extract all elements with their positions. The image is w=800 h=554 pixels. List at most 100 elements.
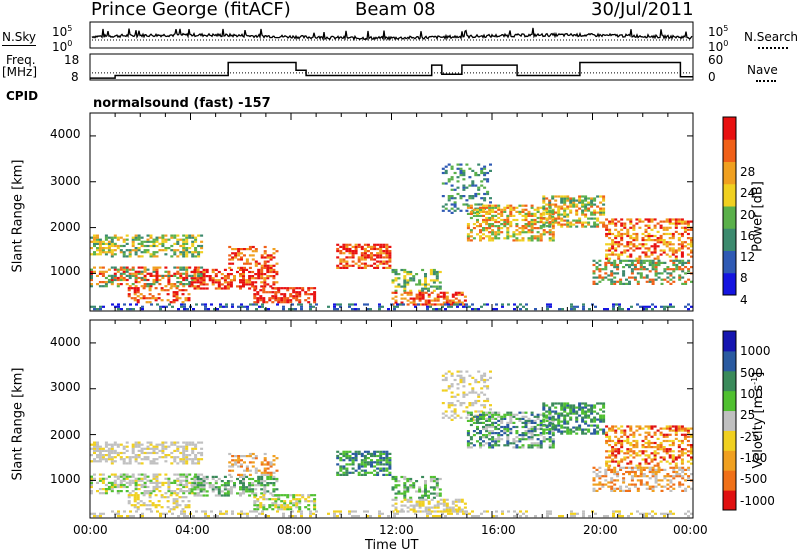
velocity-cell — [248, 469, 252, 472]
velocity-cell — [360, 454, 364, 458]
power-cell — [101, 281, 105, 284]
power-cell — [133, 299, 137, 302]
power-cell — [263, 273, 267, 276]
velocity-cell — [163, 496, 167, 499]
velocity-cell — [379, 467, 383, 470]
power-cell — [592, 282, 596, 285]
power-cell — [173, 272, 177, 275]
power-cell — [182, 278, 186, 282]
velocity-cell — [663, 477, 667, 480]
power-cell — [403, 291, 407, 294]
power-cell — [151, 297, 155, 300]
velocity-cell — [533, 442, 537, 445]
velocity-cell — [165, 512, 168, 515]
velocity-cell — [545, 428, 549, 431]
velocity-cell — [593, 432, 597, 435]
power-cell — [167, 272, 171, 275]
power-cell — [194, 236, 198, 239]
power-ytick-1000: 1000 — [50, 264, 81, 278]
power-cell — [176, 234, 180, 237]
power-cell — [304, 291, 308, 294]
power-cell — [497, 208, 501, 211]
velocity-cell — [412, 506, 416, 509]
power-cell — [421, 289, 425, 292]
power-cell — [633, 268, 637, 271]
power-cell — [626, 230, 630, 233]
velocity-cell — [272, 488, 276, 491]
velocity-cell — [642, 473, 646, 476]
power-cell — [466, 212, 470, 215]
velocity-cell — [441, 416, 445, 419]
power-cell — [142, 287, 146, 290]
power-cell — [480, 197, 484, 200]
power-cell — [530, 231, 534, 234]
velocity-cell — [363, 469, 367, 472]
velocity-cell — [155, 483, 159, 487]
power-cell — [480, 167, 484, 170]
power-cell — [656, 257, 660, 260]
velocity-cell — [581, 412, 585, 415]
velocity-cell — [686, 454, 690, 457]
power-cell — [622, 259, 626, 262]
velocity-cell — [155, 443, 159, 446]
velocity-cell — [518, 446, 522, 449]
power-cell — [101, 251, 105, 254]
power-cell — [182, 244, 186, 248]
power-cell — [143, 278, 147, 282]
power-cell — [683, 245, 687, 248]
velocity-cell — [183, 512, 186, 515]
power-cell — [430, 291, 434, 294]
velocity-cell — [245, 467, 249, 470]
velocity-cell — [530, 436, 534, 439]
velocity-cell — [681, 477, 685, 480]
power-cell — [104, 236, 108, 239]
velocity-cell — [394, 498, 398, 501]
velocity-cell — [245, 486, 249, 489]
velocity-cell — [388, 461, 392, 464]
velocity-cell — [674, 462, 678, 465]
velocity-cell — [629, 433, 633, 436]
power-heatmap — [90, 163, 693, 311]
velocity-cell — [286, 504, 290, 507]
power-cell — [173, 234, 177, 237]
velocity-cell — [136, 494, 140, 497]
power-cell — [672, 270, 676, 273]
power-cell — [137, 272, 141, 275]
velocity-cell — [445, 498, 449, 501]
power-cell — [342, 266, 346, 269]
velocity-cell — [262, 504, 266, 507]
power-cell — [141, 305, 144, 308]
power-cell — [357, 260, 361, 263]
power-cell — [650, 218, 654, 221]
power-cell — [450, 188, 454, 191]
power-cell — [110, 236, 114, 239]
power-cell — [459, 174, 463, 177]
velocity-cell — [610, 485, 614, 488]
power-cell — [418, 281, 422, 284]
velocity-cell — [251, 465, 255, 468]
velocity-cell — [412, 504, 416, 507]
velocity-cell — [459, 416, 463, 419]
velocity-cell — [237, 512, 240, 515]
power-cell — [593, 213, 597, 216]
velocity-cell — [632, 446, 636, 449]
velocity-cell — [665, 439, 669, 443]
velocity-cell — [169, 494, 173, 497]
velocity-cell — [110, 451, 114, 455]
power-cell — [161, 244, 165, 248]
velocity-cell — [399, 510, 402, 513]
power-cell — [465, 303, 468, 306]
power-cell — [686, 232, 690, 236]
velocity-cell — [176, 479, 180, 482]
power-cell — [677, 247, 681, 250]
noise-right-tick-bottom: 100 — [708, 39, 729, 54]
velocity-cell — [542, 412, 546, 415]
velocity-cell — [391, 475, 395, 479]
power-cell — [233, 277, 236, 280]
power-cell — [200, 247, 204, 250]
power-cell — [376, 252, 380, 255]
power-cell — [497, 233, 501, 236]
velocity-cell — [619, 489, 623, 492]
velocity-cell — [608, 454, 612, 457]
velocity-cell — [167, 483, 171, 487]
